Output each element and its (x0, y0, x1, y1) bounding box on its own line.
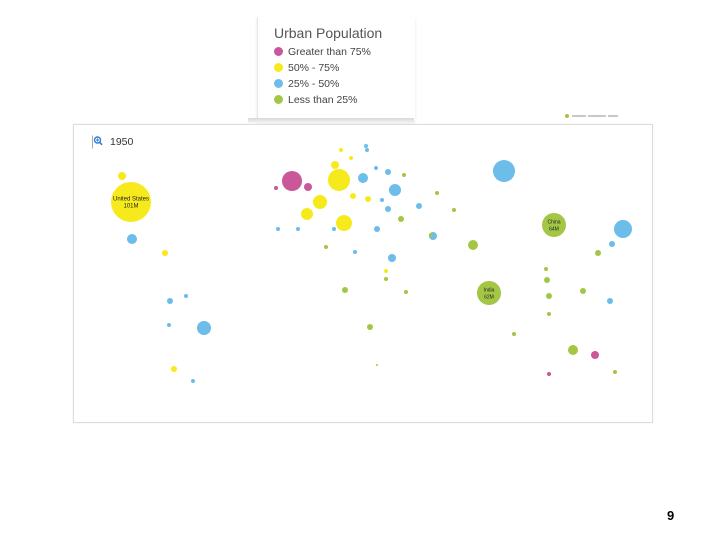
country-bubble[interactable] (313, 195, 327, 209)
country-bubble[interactable] (468, 240, 478, 250)
country-bubble[interactable] (452, 208, 456, 212)
country-bubble[interactable] (389, 184, 401, 196)
legend-item-greater-than-75: Greater than 75% (274, 46, 371, 60)
country-bubble[interactable] (324, 245, 328, 249)
country-bubble[interactable] (398, 216, 404, 222)
country-bubble[interactable] (118, 172, 126, 180)
country-bubble[interactable] (435, 191, 439, 195)
country-bubble[interactable] (380, 198, 384, 202)
country-bubble[interactable] (614, 220, 632, 238)
country-bubble[interactable] (184, 294, 188, 298)
country-bubble[interactable] (613, 370, 617, 374)
country-bubble[interactable] (402, 173, 406, 177)
country-bubble[interactable] (547, 372, 551, 376)
country-bubble[interactable] (367, 324, 373, 330)
country-bubble[interactable] (568, 345, 578, 355)
legend-dot-icon (274, 78, 283, 88)
country-bubble[interactable] (609, 241, 615, 247)
bubble-label-china: China 64M (547, 220, 560, 233)
country-bubble[interactable] (332, 227, 336, 231)
country-bubble[interactable] (544, 267, 548, 271)
zoom-in-icon[interactable] (91, 135, 103, 149)
country-bubble[interactable] (328, 169, 350, 191)
legend-item-label: Less than 25% (288, 94, 358, 106)
legend-dot-icon (274, 62, 283, 72)
country-bubble[interactable] (365, 196, 371, 202)
country-bubble[interactable] (349, 156, 353, 160)
legend-panel: Urban Population Greater than 75% 50% - … (257, 17, 415, 121)
legend-item-less-than-25: Less than 25% (274, 94, 357, 108)
bubble-china[interactable] (542, 213, 566, 237)
country-bubble[interactable] (607, 298, 613, 304)
map-panel[interactable]: 1950 United States 101M China 64M India 62M (73, 124, 653, 423)
country-bubble[interactable] (546, 293, 552, 299)
legend-item-label: 50% - 75% (288, 62, 340, 74)
country-bubble[interactable] (353, 250, 357, 254)
bubble-label-india: India 62M (484, 288, 495, 301)
legend-item-50-75: 50% - 75% (274, 62, 339, 76)
country-bubble[interactable] (350, 193, 356, 199)
country-bubble[interactable] (365, 148, 369, 152)
country-bubble[interactable] (191, 379, 195, 383)
legend-dot-icon (274, 94, 283, 104)
legend-item-label: 25% - 50% (288, 78, 340, 90)
country-bubble[interactable] (167, 298, 173, 304)
page-number: 9 (667, 508, 675, 523)
bubble-map: United States 101M China 64M India 62M (111, 144, 632, 383)
country-bubble[interactable] (358, 173, 368, 183)
legend-item-25-50: 25% - 50% (274, 78, 339, 92)
country-bubble[interactable] (580, 288, 586, 294)
country-bubble[interactable] (197, 321, 211, 335)
country-bubble[interactable] (591, 351, 599, 359)
legend-shadow (248, 118, 414, 123)
cropped-legend-fragment-icon (565, 114, 618, 118)
country-bubble[interactable] (544, 277, 550, 283)
country-bubble[interactable] (385, 169, 391, 175)
country-bubble[interactable] (364, 144, 368, 148)
country-bubble[interactable] (374, 226, 380, 232)
bubble-india[interactable] (477, 281, 501, 305)
year-label: 1950 (110, 136, 134, 148)
country-bubble[interactable] (429, 233, 433, 237)
country-bubble[interactable] (595, 250, 601, 256)
country-bubble[interactable] (336, 215, 352, 231)
country-bubble[interactable] (167, 323, 171, 327)
country-bubble[interactable] (416, 203, 422, 209)
country-bubble[interactable] (493, 160, 515, 182)
country-bubble[interactable] (331, 161, 339, 169)
country-bubble[interactable] (547, 312, 551, 316)
country-bubble[interactable] (296, 227, 300, 231)
country-bubble[interactable] (342, 287, 348, 293)
country-bubble[interactable] (404, 290, 408, 294)
country-bubble[interactable] (274, 186, 278, 190)
cropped-legend-fragment (564, 112, 620, 120)
country-bubble[interactable] (374, 166, 378, 170)
country-bubble[interactable] (127, 234, 137, 244)
country-bubble[interactable] (388, 254, 396, 262)
country-bubble[interactable] (339, 148, 343, 152)
country-bubble[interactable] (282, 171, 302, 191)
country-bubble[interactable] (384, 277, 388, 281)
country-bubble[interactable] (276, 227, 280, 231)
bubble-united-states[interactable] (111, 182, 151, 222)
country-bubble[interactable] (171, 366, 177, 372)
legend-item-label: Greater than 75% (288, 46, 371, 58)
country-bubble[interactable] (384, 269, 388, 273)
bubble-label-united-states: United States 101M (113, 197, 149, 210)
country-bubble[interactable] (162, 250, 168, 256)
country-bubble[interactable] (301, 208, 313, 220)
country-bubble[interactable] (512, 332, 516, 336)
legend-dot-icon (274, 46, 283, 56)
country-bubble[interactable] (304, 183, 312, 191)
country-bubble[interactable] (376, 364, 378, 366)
legend-title: Urban Population (274, 25, 383, 41)
country-bubble[interactable] (385, 206, 391, 212)
